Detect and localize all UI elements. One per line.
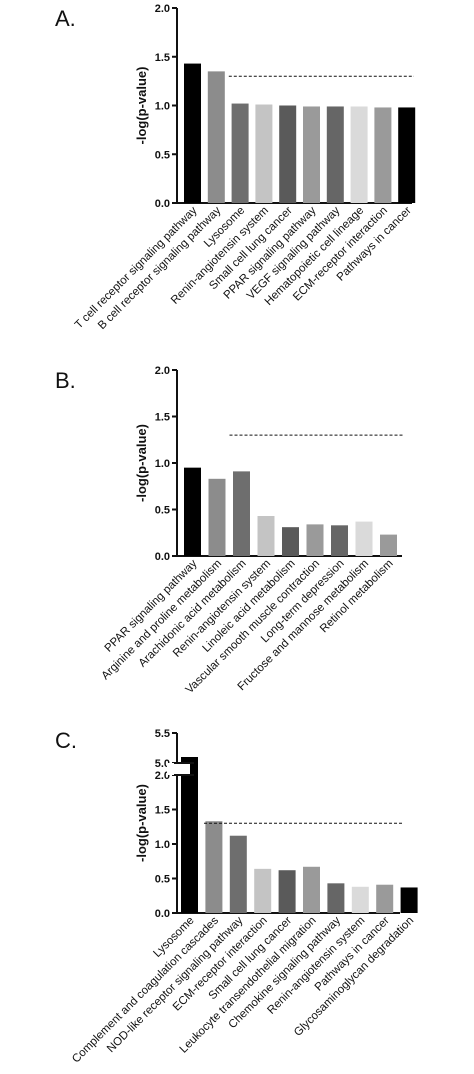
y-tick-label: 2.0 (155, 3, 170, 15)
bar (306, 524, 324, 556)
bar (184, 467, 201, 556)
y-tick-label: 2.0 (155, 365, 170, 377)
y-tick-label: 5.0 (155, 758, 170, 770)
y-tick-label: 1.0 (155, 458, 170, 470)
bar (355, 521, 373, 556)
y-axis-label: -log(p-value) (134, 784, 149, 862)
bar (351, 886, 369, 913)
y-tick-label: 1.5 (155, 52, 170, 64)
bar (181, 757, 198, 913)
bar (205, 821, 223, 913)
bar (229, 835, 247, 913)
chart-panel-b: B.0.00.51.01.52.0-log(p-value)PPAR signa… (55, 365, 404, 696)
bar (398, 107, 416, 203)
chart-panel-c: C.0.00.51.01.52.05.05.5-log(p-value)Lyso… (55, 728, 418, 1066)
y-axis-label: -log(p-value) (134, 424, 149, 502)
bar (255, 104, 273, 203)
y-tick-label: 1.0 (155, 101, 170, 113)
bar (303, 866, 320, 913)
bar (279, 105, 297, 203)
panel-label: A. (55, 6, 76, 31)
bar (376, 884, 394, 913)
bar (254, 868, 272, 913)
chart-panel-a: A. 0.0 0.5 1.0 1.5 2.0 -log(p-value) T cell rec… (55, 3, 416, 332)
bar (380, 534, 397, 556)
bar (257, 516, 275, 556)
bar (282, 527, 299, 556)
bar (233, 471, 250, 556)
bar (207, 71, 225, 203)
panel-label: B. (55, 368, 76, 393)
bar (374, 107, 392, 203)
panel-label: C. (55, 728, 77, 753)
y-tick-label: 2.0 (155, 770, 170, 782)
y-tick-label: 0.0 (155, 198, 170, 210)
bar (326, 106, 344, 203)
bar (327, 883, 345, 913)
y-tick-label: 5.5 (155, 728, 170, 740)
y-tick-label: 1.5 (155, 805, 170, 817)
y-tick-label: 0.5 (155, 505, 170, 517)
bar (278, 870, 296, 913)
bar (184, 63, 201, 204)
bar (208, 478, 226, 556)
bar (231, 103, 249, 203)
y-tick-label: 1.0 (155, 839, 170, 851)
y-tick-label: 1.5 (155, 412, 170, 424)
bar (331, 525, 348, 556)
y-tick-label: 0.0 (155, 908, 170, 920)
bar (350, 106, 368, 203)
category-label: T cell receptor signaling pathway (73, 204, 200, 331)
axis-break-gap (167, 763, 190, 775)
y-axis-label: -log(p-value) (134, 67, 149, 145)
y-tick-label: 0.5 (155, 149, 170, 161)
y-tick-label: 0.0 (155, 551, 170, 563)
y-tick-label: 0.5 (155, 874, 170, 886)
bar (400, 887, 418, 913)
bar (303, 106, 320, 203)
